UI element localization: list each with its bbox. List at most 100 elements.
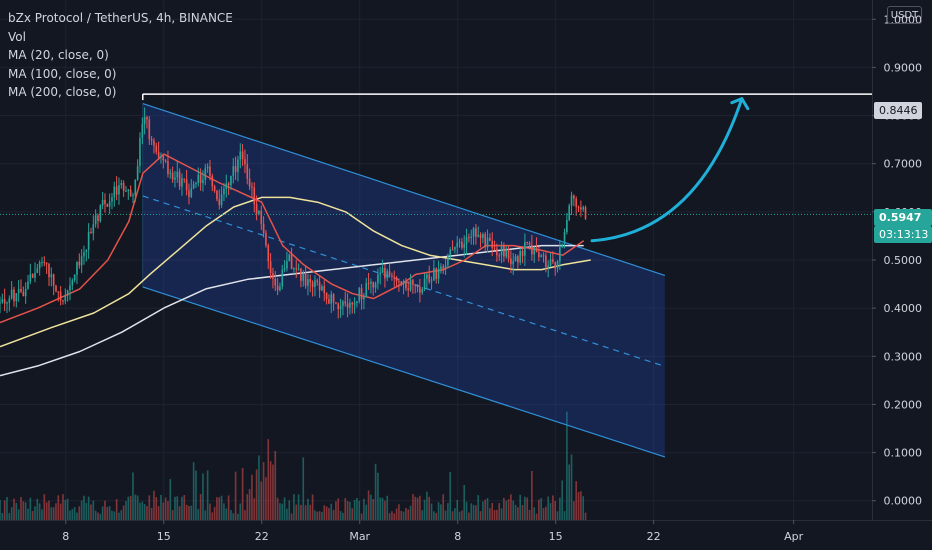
- volume-bar: [127, 496, 130, 520]
- volume-bar: [554, 500, 557, 520]
- volume-bar: [370, 494, 372, 520]
- candle-body: [251, 186, 253, 188]
- volume-bar: [22, 501, 25, 520]
- candle-body: [241, 151, 244, 160]
- candle-body: [468, 237, 470, 239]
- candle-body: [167, 161, 169, 174]
- candle-body: [143, 117, 146, 125]
- volume-bar: [302, 457, 305, 520]
- candle-body: [568, 205, 571, 220]
- volume-bar: [122, 505, 125, 520]
- volume-bar: [556, 511, 559, 520]
- volume-bar: [153, 490, 155, 520]
- candle-body: [311, 282, 314, 287]
- candle-body: [456, 242, 459, 248]
- volume-bar: [332, 509, 335, 520]
- volume-bar: [55, 503, 57, 520]
- volume-bar: [199, 494, 202, 520]
- volume-bar: [59, 503, 62, 520]
- legend-ma20[interactable]: MA (20, close, 0): [8, 48, 109, 62]
- volume-bar: [248, 489, 251, 520]
- legend-ma200[interactable]: MA (200, close, 0): [8, 85, 117, 99]
- candle-body: [507, 248, 510, 259]
- volume-bar: [101, 506, 104, 520]
- candle-body: [276, 285, 279, 291]
- candle-body: [559, 247, 561, 262]
- volume-bar: [17, 509, 20, 520]
- candle-body: [134, 179, 137, 196]
- candle-body: [188, 190, 190, 197]
- candle-body: [549, 259, 552, 266]
- legend-vol[interactable]: Vol: [8, 29, 26, 44]
- y-tick-label: 0.4000: [884, 302, 923, 315]
- volume-bar: [526, 497, 529, 520]
- candle-body: [552, 259, 554, 262]
- volume-bar: [108, 506, 111, 520]
- candle-body: [554, 261, 557, 269]
- candle-body: [402, 281, 405, 285]
- currency-button[interactable]: USDT: [887, 6, 922, 24]
- candle-body: [584, 207, 587, 219]
- volume-bar: [204, 510, 207, 520]
- candle-body: [272, 273, 274, 279]
- volume-bar: [8, 513, 11, 520]
- volume-bar: [6, 497, 8, 520]
- volume-bar: [349, 501, 351, 520]
- volume-bar: [244, 510, 246, 520]
- candle-body: [239, 151, 242, 160]
- candle-body: [470, 236, 473, 238]
- volume-bar: [216, 497, 218, 520]
- candle-body: [148, 119, 151, 140]
- candle-body: [444, 265, 447, 269]
- volume-bar: [52, 507, 55, 520]
- candle-body: [106, 203, 109, 207]
- candle-body: [323, 286, 326, 293]
- volume-bar: [283, 497, 286, 520]
- grid: [0, 0, 872, 520]
- candle-body: [367, 283, 370, 285]
- x-tick-label: 8: [62, 530, 69, 543]
- legend-ma100[interactable]: MA (100, close, 0): [8, 66, 117, 81]
- candle-body: [125, 190, 127, 192]
- candle-body: [351, 302, 354, 305]
- symbol-title[interactable]: bZx Protocol / TetherUS, 4h, BINANCE: [8, 11, 233, 25]
- volume-bar: [360, 513, 363, 520]
- volume-bar: [514, 504, 517, 520]
- volume-bar: [465, 501, 468, 520]
- last-price-label: 0.5947: [874, 209, 932, 226]
- candle-body: [209, 166, 211, 176]
- candle-body: [430, 280, 433, 282]
- volume-bar: [132, 472, 134, 520]
- volume-bar: [568, 464, 571, 520]
- y-tick-label: 0.0000: [884, 495, 923, 508]
- candle-body: [510, 258, 512, 265]
- candle-body: [59, 291, 62, 301]
- candle-body: [234, 166, 237, 172]
- volume-bar: [307, 498, 309, 520]
- volume-bar: [31, 511, 34, 520]
- volume-bar: [531, 470, 533, 520]
- volume-bar: [512, 500, 515, 520]
- volume-bar: [505, 500, 508, 520]
- volume-bar: [398, 504, 400, 520]
- candle-body: [73, 274, 76, 281]
- candle-body: [108, 201, 111, 207]
- candle-body: [482, 234, 484, 239]
- candle-body: [428, 274, 431, 282]
- volume-bar: [561, 480, 564, 520]
- candle-body: [297, 268, 300, 270]
- volume-bar: [293, 494, 295, 520]
- candle-body: [580, 207, 582, 210]
- volume-bar: [535, 513, 538, 520]
- volume-bar: [146, 506, 148, 520]
- candle-body: [262, 223, 265, 233]
- candle-body: [174, 177, 176, 180]
- candle-body: [337, 303, 340, 310]
- candle-body: [342, 301, 344, 307]
- volume-bar: [470, 503, 473, 520]
- volume-bar: [286, 508, 288, 520]
- volume-bar: [20, 497, 22, 520]
- volume-bar: [206, 470, 209, 520]
- candle-body: [391, 275, 393, 277]
